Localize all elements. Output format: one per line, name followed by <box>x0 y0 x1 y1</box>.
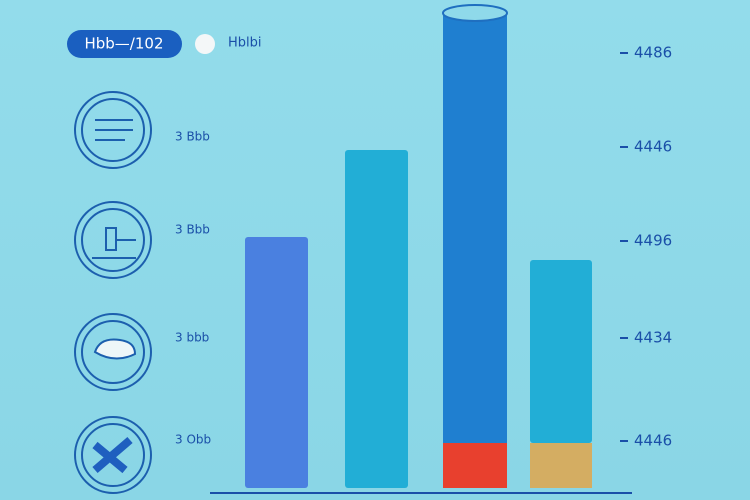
icon-label: 3 bbb <box>175 331 209 345</box>
icon-ring <box>81 208 145 272</box>
icon-ring <box>74 91 152 169</box>
icon-tools <box>92 436 133 474</box>
bar-segment <box>443 443 507 488</box>
icon-ring <box>81 98 145 162</box>
icon-lines <box>95 119 133 141</box>
icon-stone <box>93 338 137 360</box>
pill[interactable] <box>67 30 182 58</box>
icon-ring <box>74 313 152 391</box>
bar <box>530 260 592 443</box>
bar-cap <box>442 4 508 22</box>
right-label: 4496 <box>634 232 672 250</box>
bar <box>245 237 308 488</box>
icon-ring <box>74 416 152 494</box>
icon-label: 3 Bbb <box>175 223 210 237</box>
right-label: 4446 <box>634 138 672 156</box>
icon-ring <box>81 320 145 384</box>
icon-ring <box>74 201 152 279</box>
legend-dot <box>195 34 215 54</box>
pill-text: Hbb—/102 <box>84 35 163 53</box>
bar <box>345 150 408 488</box>
right-label: 4434 <box>634 329 672 347</box>
legend-text: Hblbi <box>228 36 262 51</box>
right-label: 4486 <box>634 44 672 62</box>
icons <box>74 91 152 494</box>
icon-flask <box>92 227 136 259</box>
bar <box>443 12 507 443</box>
icon-label: 3 Bbb <box>175 130 210 144</box>
right-label: 4446 <box>634 432 672 450</box>
icon-ring <box>81 423 145 487</box>
bar-segment <box>530 443 592 488</box>
right-ticks <box>620 52 628 442</box>
icon-label: 3 Obb <box>175 433 211 447</box>
